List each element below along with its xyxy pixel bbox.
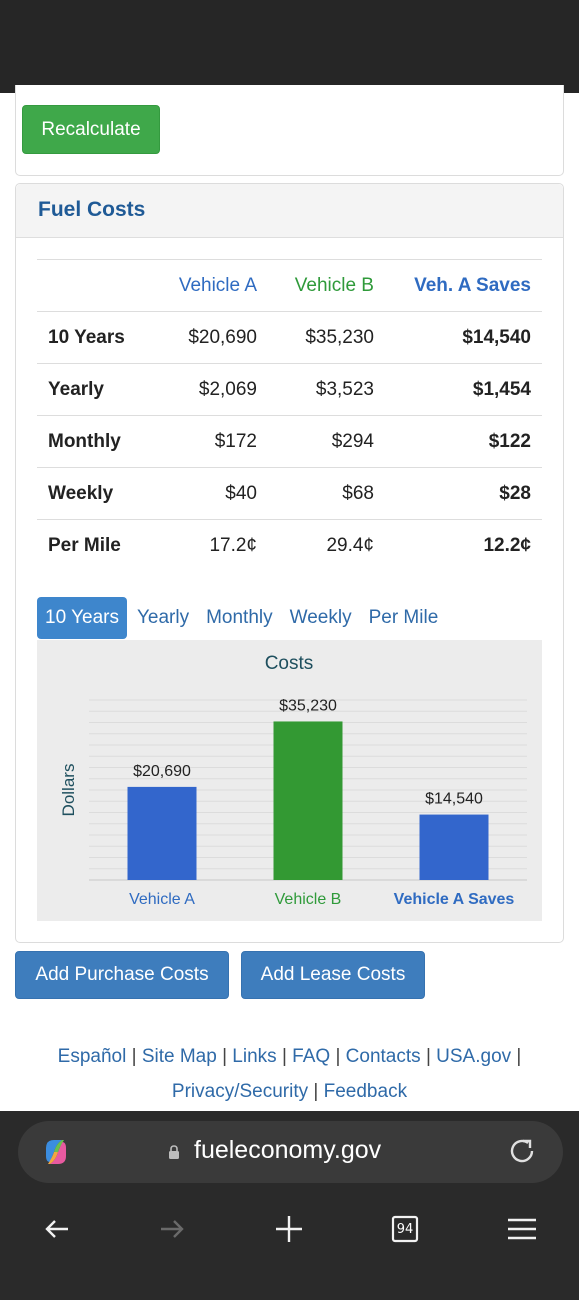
savings-cost: 12.2¢ — [385, 519, 542, 572]
tab-count: 94 — [396, 1222, 414, 1237]
period-tabs: 10 Years Yearly Monthly Weekly Per Mile — [37, 597, 448, 639]
footer-link-site-map[interactable]: Site Map — [141, 1046, 217, 1067]
vehicle-a-cost: $172 — [152, 415, 268, 468]
table-row: 10 Years $20,690 $35,230 $14,540 — [37, 311, 542, 364]
savings-cost: $122 — [385, 415, 542, 468]
table-row: Weekly $40 $68 $28 — [37, 467, 542, 520]
savings-cost: $14,540 — [385, 311, 542, 364]
column-header-vehicle-a: Vehicle A — [152, 259, 268, 312]
row-label: 10 Years — [37, 311, 152, 364]
footer-separator: | — [313, 1081, 319, 1102]
footer-link-feedback[interactable]: Feedback — [323, 1081, 408, 1102]
costs-chart: $20,690 Vehicle A $35,230 Vehicle B $14,540 V… — [37, 640, 542, 921]
lock-icon — [169, 1145, 179, 1159]
chart-title: Costs — [265, 653, 314, 674]
tab-yearly[interactable]: Yearly — [136, 607, 190, 628]
row-label: Per Mile — [37, 519, 152, 572]
chart-bar — [127, 786, 197, 880]
recalculate-button[interactable]: Recalculate — [22, 105, 160, 154]
tab-per-mile[interactable]: Per Mile — [368, 607, 439, 628]
url-text[interactable]: fueleconomy.gov — [194, 1136, 382, 1164]
address-bar[interactable] — [18, 1121, 563, 1183]
footer-separator: | — [131, 1046, 137, 1067]
tab-10-years[interactable]: 10 Years — [37, 597, 127, 639]
chart-data-label: $14,540 — [425, 791, 483, 808]
footer-separator: | — [516, 1046, 522, 1067]
menu-icon[interactable] — [505, 1212, 539, 1246]
vehicle-a-cost: 17.2¢ — [152, 519, 268, 572]
chart-data-label: $35,230 — [279, 697, 337, 714]
row-label: Monthly — [37, 415, 152, 468]
costs-chart-svg: $20,690 Vehicle A $35,230 Vehicle B $14,540 V… — [59, 653, 527, 908]
footer-link-faq[interactable]: FAQ — [292, 1046, 331, 1067]
chart-bar — [419, 814, 489, 880]
column-header-blank — [37, 259, 152, 312]
footer-link-contacts[interactable]: Contacts — [345, 1046, 421, 1067]
fuel-costs-title: Fuel Costs — [38, 198, 146, 221]
status-bar — [0, 0, 579, 93]
vehicle-a-cost: $2,069 — [152, 363, 268, 416]
fuel-costs-table: Vehicle A Vehicle B Veh. A Saves 10 Year… — [37, 259, 542, 572]
vehicle-b-cost: $3,523 — [268, 363, 385, 416]
chart-category-label: Vehicle A — [129, 891, 195, 908]
fuel-costs-heading: Fuel Costs — [16, 184, 563, 238]
tab-switcher-icon[interactable] — [389, 1212, 423, 1246]
footer-separator: | — [335, 1046, 341, 1067]
footer-separator: | — [281, 1046, 287, 1067]
add-purchase-costs-button[interactable]: Add Purchase Costs — [15, 951, 229, 999]
vehicle-b-cost: $294 — [268, 415, 385, 468]
footer-separator: | — [425, 1046, 431, 1067]
add-lease-costs-button[interactable]: Add Lease Costs — [241, 951, 425, 999]
vehicle-a-cost: $20,690 — [152, 311, 268, 364]
footer-link-usa-gov[interactable]: USA.gov — [436, 1046, 512, 1067]
vehicle-b-cost: $68 — [268, 467, 385, 520]
chart-bar — [273, 721, 343, 880]
footer-link-privacy-security[interactable]: Privacy/Security — [171, 1081, 309, 1102]
row-label: Weekly — [37, 467, 152, 520]
footer-link-links[interactable]: Links — [232, 1046, 277, 1067]
chart-category-label: Vehicle A Saves — [394, 891, 515, 908]
footer-links-line-2: Privacy/Security | Feedback — [0, 1081, 579, 1103]
forward-arrow-icon[interactable] — [155, 1212, 189, 1246]
column-header-savings: Veh. A Saves — [385, 259, 542, 312]
chart-category-label: Vehicle B — [275, 891, 342, 908]
savings-cost: $28 — [385, 467, 542, 520]
tab-monthly[interactable]: Monthly — [206, 607, 273, 628]
table-row: Monthly $172 $294 $122 — [37, 415, 542, 468]
vehicle-b-cost: $35,230 — [268, 311, 385, 364]
chart-bars: $20,690 Vehicle A $35,230 Vehicle B $14,540 V… — [127, 697, 515, 908]
footer-link-espanol[interactable]: Español — [57, 1046, 127, 1067]
savings-cost: $1,454 — [385, 363, 542, 416]
table-row: Yearly $2,069 $3,523 $1,454 — [37, 363, 542, 416]
new-tab-plus-icon[interactable] — [272, 1212, 306, 1246]
table-header-row: Vehicle A Vehicle B Veh. A Saves — [37, 259, 542, 312]
row-label: Yearly — [37, 363, 152, 416]
footer-links-line-1: Español | Site Map | Links | FAQ | Conta… — [0, 1046, 579, 1068]
tab-weekly[interactable]: Weekly — [289, 607, 352, 628]
vehicle-b-cost: 29.4¢ — [268, 519, 385, 572]
table-row: Per Mile 17.2¢ 29.4¢ 12.2¢ — [37, 519, 542, 572]
copilot-icon[interactable] — [40, 1136, 72, 1168]
chart-data-label: $20,690 — [133, 763, 191, 780]
column-header-vehicle-b: Vehicle B — [268, 259, 385, 312]
footer-separator: | — [222, 1046, 228, 1067]
reload-icon[interactable] — [507, 1136, 537, 1166]
chart-y-axis-label: Dollars — [59, 764, 78, 817]
back-arrow-icon[interactable] — [40, 1212, 74, 1246]
vehicle-a-cost: $40 — [152, 467, 268, 520]
